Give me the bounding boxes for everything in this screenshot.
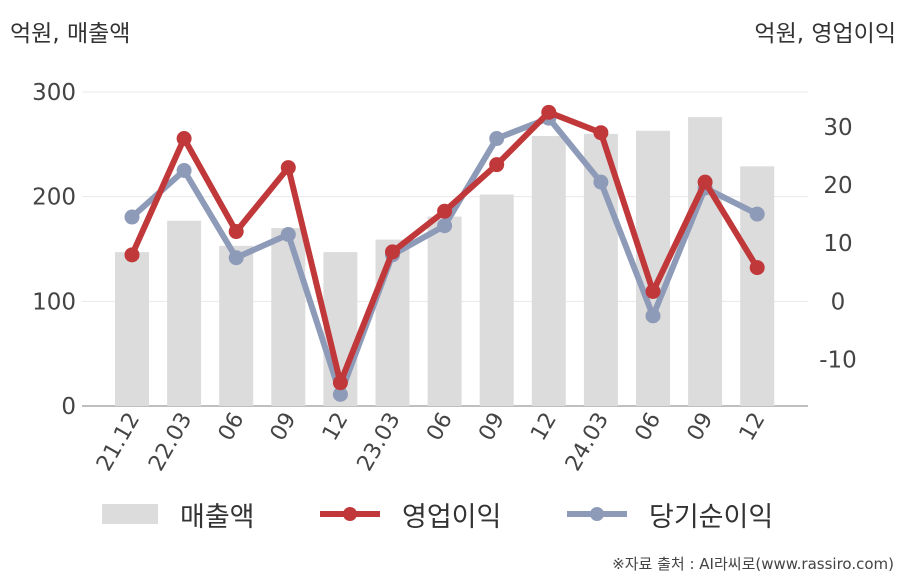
operating-profit-point — [280, 160, 296, 176]
lines — [124, 104, 765, 402]
net-income-point — [124, 209, 140, 225]
legend-swatch-operating — [320, 507, 380, 521]
x-tick-label: 06 — [422, 409, 458, 446]
x-tick-label: 09 — [683, 409, 719, 446]
left-tick-labels: 0 100 200 300 — [32, 80, 76, 420]
operating-profit-point — [437, 203, 453, 219]
legend-swatch-bar — [102, 504, 158, 524]
left-axis-unit: 억원, 매출액 — [10, 21, 131, 47]
right-tick-label: -10 — [819, 347, 857, 373]
bar-revenue — [115, 252, 149, 406]
operating-profit-point — [176, 131, 192, 147]
bar-revenue — [375, 239, 410, 406]
net-income-point — [437, 218, 453, 234]
bar-revenue — [427, 216, 462, 406]
bar-revenue — [531, 135, 566, 406]
right-tick-labels: -10 0 10 20 30 — [819, 115, 857, 374]
bars — [115, 117, 775, 407]
operating-profit-point — [593, 125, 609, 141]
x-tick-label: 06 — [631, 409, 667, 446]
operating-profit-point — [697, 174, 713, 190]
operating-profit-point — [124, 247, 140, 263]
net-income-point — [280, 226, 296, 242]
x-tick-label: 12 — [735, 409, 771, 446]
legend-label-revenue: 매출액 — [180, 501, 255, 533]
left-tick-label: 300 — [32, 80, 76, 106]
x-tick-label: 21.12 — [92, 409, 145, 476]
operating-profit-point — [332, 375, 348, 391]
legend-item-revenue: 매출액 — [100, 492, 255, 536]
net-income-point — [645, 308, 661, 324]
x-tick-label: 23.03 — [353, 409, 406, 476]
x-tick-label: 24.03 — [561, 409, 614, 476]
x-tick-label: 06 — [214, 409, 250, 446]
net-income-point — [593, 174, 609, 190]
bar-revenue — [219, 245, 254, 406]
right-tick-label: 0 — [831, 289, 846, 315]
left-tick-label: 200 — [32, 185, 76, 211]
operating-profit-point — [228, 224, 244, 240]
legend-label-operating: 영업이익 — [402, 501, 502, 533]
operating-profit-point — [749, 260, 765, 276]
bar-revenue — [271, 228, 306, 406]
operating-profit-point — [645, 283, 661, 299]
bar-revenue — [740, 166, 775, 406]
net-income-point — [176, 163, 192, 178]
left-tick-label: 100 — [32, 289, 76, 315]
right-axis-unit: 억원, 영업이익 — [754, 21, 896, 47]
net-income-point — [228, 250, 244, 266]
bar-revenue — [479, 194, 514, 406]
legend: 매출액 영업이익 당기순이익 — [0, 492, 908, 536]
source-note: ※자료 출처 : AI라씨로(www.rassiro.com) — [612, 555, 894, 573]
net-income-point — [749, 206, 765, 222]
operating-profit-point — [541, 104, 557, 120]
bar-revenue — [688, 117, 723, 407]
bar-revenue — [167, 220, 202, 406]
operating-profit-point — [489, 157, 505, 173]
legend-item-operating: 영업이익 — [318, 492, 501, 536]
net-income-point — [332, 386, 348, 402]
operating-profit-point — [385, 244, 400, 260]
legend-item-net: 당기순이익 — [565, 492, 773, 536]
right-tick-label: 10 — [823, 231, 852, 257]
x-tick-label: 12 — [526, 409, 562, 446]
x-tick-label: 12 — [318, 409, 354, 446]
x-tick-label: 09 — [474, 409, 510, 446]
x-tick-label: 22.03 — [144, 409, 197, 476]
net-income-point — [489, 131, 505, 147]
right-tick-label: 20 — [823, 173, 852, 199]
left-tick-label: 0 — [61, 394, 76, 420]
legend-swatch-net — [567, 507, 627, 521]
legend-label-net: 당기순이익 — [649, 501, 774, 533]
right-tick-label: 30 — [823, 115, 852, 141]
x-tick-label: 09 — [266, 409, 302, 446]
